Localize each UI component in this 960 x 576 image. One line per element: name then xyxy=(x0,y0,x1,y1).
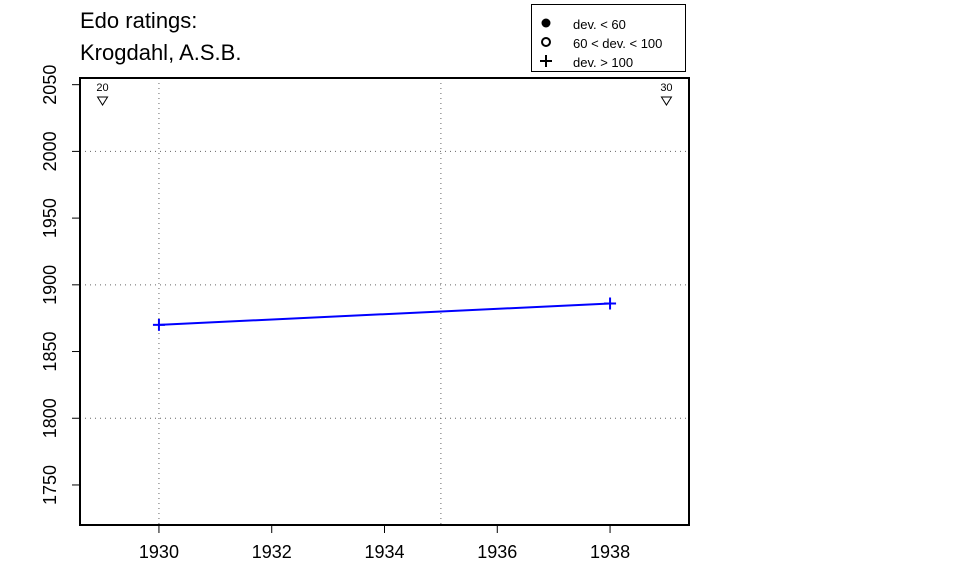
legend-label: dev. > 100 xyxy=(573,55,634,70)
open-circle-icon xyxy=(541,37,551,47)
legend-item: 60 < dev. < 100 xyxy=(532,34,685,52)
y-tick-label: 1750 xyxy=(40,465,60,505)
annotation-label: 20 xyxy=(96,82,108,94)
x-tick-label: 1936 xyxy=(477,542,517,562)
y-tick-label: 1850 xyxy=(40,332,60,372)
chart-title-line2: Krogdahl, A.S.B. xyxy=(80,40,242,65)
x-tick-label: 1932 xyxy=(252,542,292,562)
annotation-label: 30 xyxy=(660,82,672,94)
plot-frame xyxy=(79,77,690,526)
data-point-plus xyxy=(604,297,617,310)
triangle-down-icon xyxy=(660,96,673,106)
data-point-plus xyxy=(152,318,165,331)
series-line xyxy=(158,302,611,326)
y-tick-label: 2000 xyxy=(40,131,60,171)
legend-item: dev. > 100 xyxy=(532,53,685,71)
legend-label: 60 < dev. < 100 xyxy=(573,36,663,51)
legend: dev. < 60 60 < dev. < 100 dev. > 100 xyxy=(531,4,686,72)
chart-title-line1: Edo ratings: xyxy=(80,8,198,33)
filled-circle-icon xyxy=(541,18,551,28)
x-tick-label: 1930 xyxy=(139,542,179,562)
x-tick-label: 1934 xyxy=(364,542,404,562)
legend-label: dev. < 60 xyxy=(573,17,626,32)
y-tick-label: 2050 xyxy=(40,65,60,105)
y-tick-label: 1900 xyxy=(40,265,60,305)
y-tick-label: 1800 xyxy=(40,398,60,438)
plus-icon xyxy=(540,55,552,67)
legend-item: dev. < 60 xyxy=(532,15,685,33)
triangle-down-icon xyxy=(96,96,109,106)
x-tick-label: 1938 xyxy=(590,542,630,562)
y-tick-label: 1950 xyxy=(40,198,60,238)
